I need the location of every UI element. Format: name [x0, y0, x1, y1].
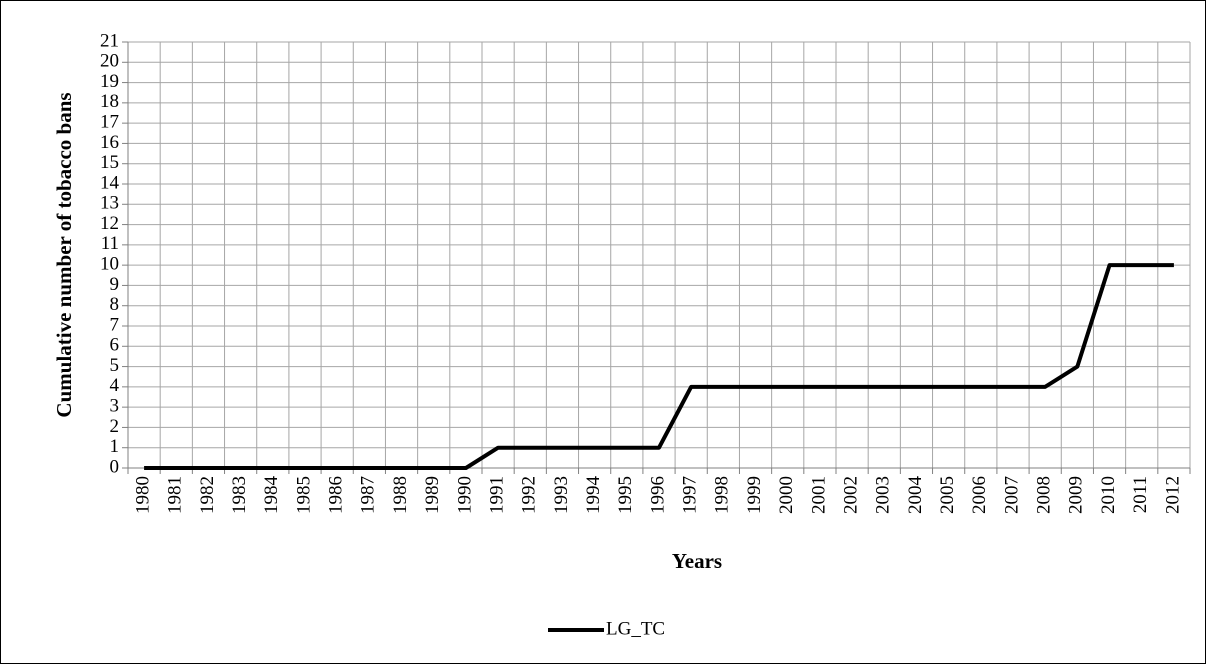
- y-tick-label: 4: [110, 375, 120, 396]
- x-tick-label: 1990: [454, 476, 475, 514]
- x-tick-label: 2012: [1162, 476, 1183, 514]
- y-tick-label: 9: [110, 274, 120, 295]
- x-tick-label: 1989: [422, 476, 443, 514]
- y-tick-label: 5: [110, 355, 120, 376]
- x-tick-label: 2007: [1001, 476, 1022, 514]
- y-tick-label: 12: [100, 213, 119, 234]
- y-tick-label: 7: [110, 314, 120, 335]
- y-tick-label: 13: [100, 193, 119, 214]
- x-axis-label: Years: [672, 549, 722, 573]
- x-tick-label: 1980: [132, 476, 153, 514]
- x-tick-label: 2002: [840, 476, 861, 514]
- x-tick-label: 2008: [1034, 476, 1055, 514]
- x-tick-label: 2005: [937, 476, 958, 514]
- x-tick-label: 1991: [486, 476, 507, 514]
- y-tick-label: 14: [100, 172, 120, 193]
- y-tick-label: 10: [100, 254, 119, 275]
- y-tick-label: 0: [110, 456, 120, 477]
- x-tick-label: 2011: [1130, 476, 1151, 513]
- x-tick-label: 2004: [905, 476, 926, 515]
- y-tick-label: 16: [100, 132, 119, 153]
- x-tick-label: 1999: [744, 476, 765, 514]
- y-tick-label: 19: [100, 71, 119, 92]
- x-tick-label: 1996: [647, 476, 668, 514]
- x-tick-label: 1987: [358, 476, 379, 514]
- x-tick-label: 1997: [680, 476, 701, 514]
- x-tick-label: 1985: [293, 476, 314, 514]
- y-tick-label: 17: [100, 112, 119, 133]
- x-tick-label: 2009: [1066, 476, 1087, 514]
- y-tick-label: 8: [110, 294, 120, 315]
- y-tick-label: 1: [110, 436, 120, 457]
- x-tick-label: 1984: [261, 476, 282, 515]
- y-tick-label: 11: [101, 233, 119, 254]
- x-tick-label: 1992: [519, 476, 540, 514]
- x-tick-label: 2000: [776, 476, 797, 514]
- x-tick-label: 1993: [551, 476, 572, 514]
- x-tick-label: 1998: [712, 476, 733, 514]
- x-tick-label: 2006: [969, 476, 990, 514]
- y-tick-label: 15: [100, 152, 119, 173]
- x-tick-label: 1982: [197, 476, 218, 514]
- y-tick-label: 20: [100, 51, 119, 72]
- legend-label: LG_TC: [606, 618, 665, 639]
- x-tick-label: 1986: [326, 476, 347, 514]
- x-tick-label: 2003: [873, 476, 894, 514]
- x-tick-label: 1994: [583, 476, 604, 515]
- x-tick-label: 1988: [390, 476, 411, 514]
- y-tick-label: 21: [100, 30, 119, 51]
- y-tick-label: 3: [110, 396, 120, 417]
- x-tick-label: 1983: [229, 476, 250, 514]
- y-tick-label: 2: [110, 416, 120, 437]
- y-tick-label: 6: [110, 335, 120, 356]
- line: [144, 263, 1174, 470]
- y-axis-label: Cumulative number of tobacco bans: [52, 92, 76, 417]
- x-tick-label: 2010: [1098, 476, 1119, 514]
- x-tick-label: 1981: [165, 476, 186, 514]
- y-tick-label: 18: [100, 91, 119, 112]
- x-tick-label: 2001: [808, 476, 829, 514]
- x-tick-label: 1995: [615, 476, 636, 514]
